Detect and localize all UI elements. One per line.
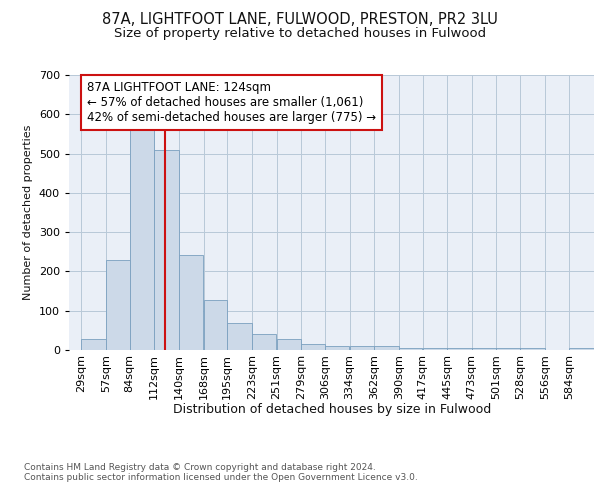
Text: Contains HM Land Registry data © Crown copyright and database right 2024.
Contai: Contains HM Land Registry data © Crown c…	[24, 462, 418, 482]
Bar	[569, 348, 594, 350]
Bar	[154, 150, 179, 350]
Bar	[496, 348, 520, 350]
Bar	[325, 346, 349, 350]
Bar	[203, 300, 227, 350]
Bar	[82, 339, 106, 350]
Bar	[374, 346, 399, 350]
Bar	[106, 260, 130, 350]
Bar	[520, 348, 545, 350]
Bar	[252, 334, 277, 350]
Bar	[277, 340, 301, 350]
Bar	[399, 348, 422, 350]
Bar	[422, 348, 447, 350]
Bar	[447, 348, 472, 350]
Text: Size of property relative to detached houses in Fulwood: Size of property relative to detached ho…	[114, 28, 486, 40]
Y-axis label: Number of detached properties: Number of detached properties	[23, 125, 33, 300]
Bar	[301, 344, 325, 350]
Bar	[227, 322, 252, 350]
Text: 87A LIGHTFOOT LANE: 124sqm
← 57% of detached houses are smaller (1,061)
42% of s: 87A LIGHTFOOT LANE: 124sqm ← 57% of deta…	[86, 81, 376, 124]
Text: Distribution of detached houses by size in Fulwood: Distribution of detached houses by size …	[173, 402, 491, 415]
Bar	[130, 128, 154, 350]
Bar	[472, 348, 496, 350]
Text: 87A, LIGHTFOOT LANE, FULWOOD, PRESTON, PR2 3LU: 87A, LIGHTFOOT LANE, FULWOOD, PRESTON, P…	[102, 12, 498, 28]
Bar	[179, 255, 203, 350]
Bar	[350, 346, 374, 350]
